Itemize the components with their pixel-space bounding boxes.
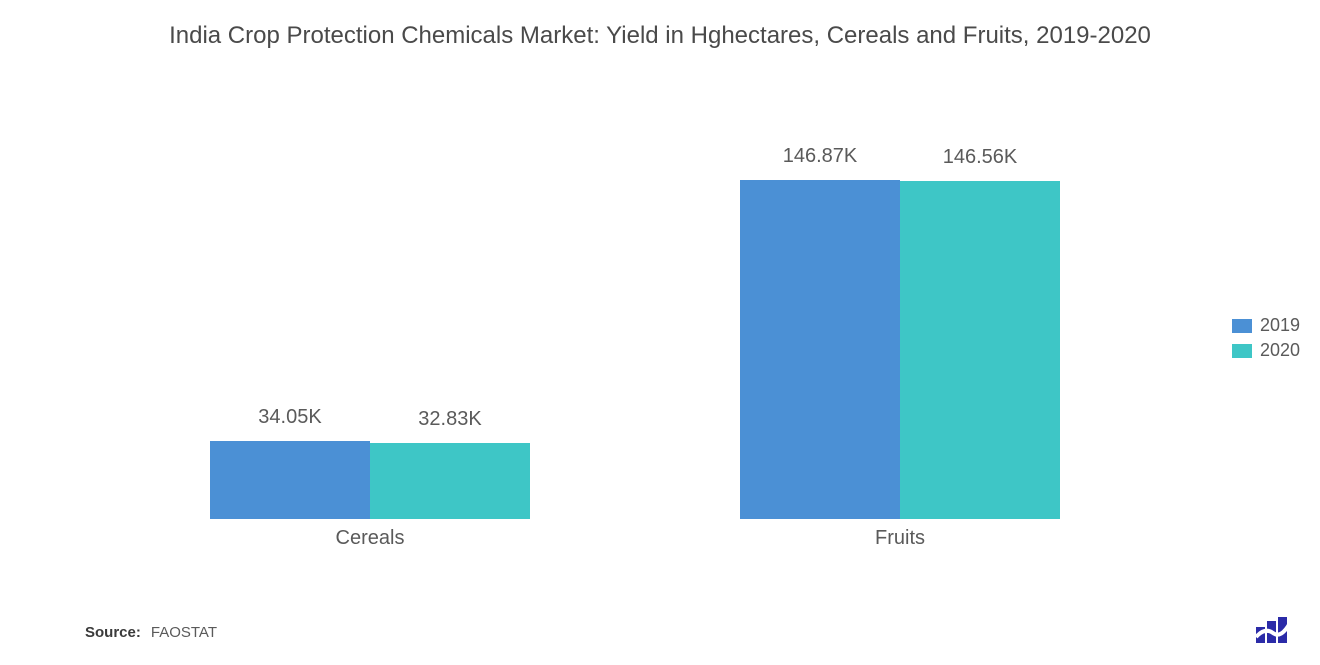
legend-label: 2019 [1260, 315, 1300, 336]
chart-title-text: India Crop Protection Chemicals Market: … [169, 22, 1151, 49]
category-group: 34.05K32.83KCereals [210, 127, 530, 550]
bar: 146.56K [900, 181, 1060, 519]
legend-swatch [1232, 319, 1252, 333]
bars-row: 146.87K146.56K [740, 127, 1060, 519]
category-group: 146.87K146.56KFruits [740, 127, 1060, 550]
bar: 34.05K [210, 441, 370, 520]
legend-item: 2019 [1232, 315, 1300, 336]
legend-label: 2020 [1260, 340, 1300, 361]
logo-wave-icon [1256, 617, 1290, 643]
bar-value-label: 32.83K [418, 408, 481, 431]
legend-swatch [1232, 344, 1252, 358]
plot-area: 34.05K32.83KCereals146.87K146.56KFruits [150, 130, 1120, 550]
chart-container: India Crop Protection Chemicals Market: … [0, 0, 1320, 665]
bar-value-label: 146.56K [943, 146, 1018, 169]
source-value: FAOSTAT [151, 624, 217, 641]
legend: 2019 2020 [1232, 315, 1300, 365]
bar: 146.87K [740, 180, 900, 519]
brand-logo [1256, 617, 1290, 643]
bar-value-label: 146.87K [783, 145, 858, 168]
bar: 32.83K [370, 443, 530, 519]
bar-value-label: 34.05K [258, 406, 321, 429]
source-label: Source: [85, 624, 141, 641]
category-label: Fruits [740, 527, 1060, 550]
category-label: Cereals [210, 527, 530, 550]
legend-item: 2020 [1232, 340, 1300, 361]
source-footer: Source: FAOSTAT [85, 624, 217, 641]
chart-title: India Crop Protection Chemicals Market: … [0, 0, 1320, 52]
bars-row: 34.05K32.83K [210, 127, 530, 519]
